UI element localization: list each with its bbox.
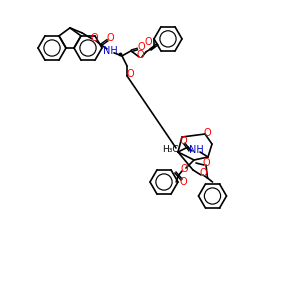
Text: H₃C: H₃C [162,146,178,154]
Text: O: O [106,33,114,43]
Text: O: O [179,177,187,187]
Text: O: O [179,136,187,146]
Text: O: O [126,69,134,79]
Text: O: O [90,33,98,43]
Text: O: O [203,128,211,138]
Text: O: O [202,158,210,168]
Text: NH: NH [189,145,203,155]
Text: O: O [136,50,144,60]
Text: O: O [137,42,145,52]
Text: O: O [180,164,188,174]
Text: NH: NH [103,46,117,56]
Text: O: O [144,37,152,47]
Text: O: O [199,168,207,178]
